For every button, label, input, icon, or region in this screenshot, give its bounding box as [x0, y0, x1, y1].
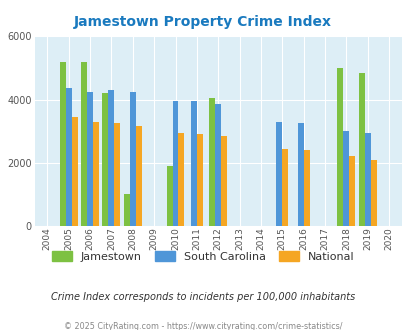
- Bar: [297, 123, 303, 226]
- Bar: [172, 101, 178, 226]
- Text: © 2025 CityRating.com - https://www.cityrating.com/crime-statistics/: © 2025 CityRating.com - https://www.city…: [64, 322, 341, 330]
- Bar: [190, 101, 196, 226]
- Bar: [178, 133, 184, 226]
- Bar: [281, 148, 288, 226]
- Bar: [303, 150, 309, 226]
- Bar: [276, 122, 281, 226]
- Bar: [124, 194, 130, 226]
- Bar: [130, 92, 135, 226]
- Bar: [102, 93, 108, 226]
- Bar: [135, 126, 141, 226]
- Bar: [81, 62, 87, 226]
- Bar: [87, 92, 93, 226]
- Bar: [370, 160, 376, 226]
- Bar: [60, 62, 66, 226]
- Bar: [343, 131, 349, 226]
- Text: Crime Index corresponds to incidents per 100,000 inhabitants: Crime Index corresponds to incidents per…: [51, 292, 354, 302]
- Bar: [337, 68, 343, 226]
- Bar: [166, 166, 172, 226]
- Bar: [364, 133, 370, 226]
- Bar: [215, 104, 221, 226]
- Bar: [209, 98, 215, 226]
- Bar: [108, 90, 114, 226]
- Bar: [114, 123, 120, 226]
- Bar: [72, 117, 77, 226]
- Legend: Jamestown, South Carolina, National: Jamestown, South Carolina, National: [47, 247, 358, 267]
- Text: Jamestown Property Crime Index: Jamestown Property Crime Index: [74, 15, 331, 29]
- Bar: [358, 73, 364, 226]
- Bar: [93, 122, 99, 226]
- Bar: [349, 156, 354, 226]
- Bar: [196, 134, 202, 226]
- Bar: [66, 88, 72, 226]
- Bar: [221, 136, 227, 226]
